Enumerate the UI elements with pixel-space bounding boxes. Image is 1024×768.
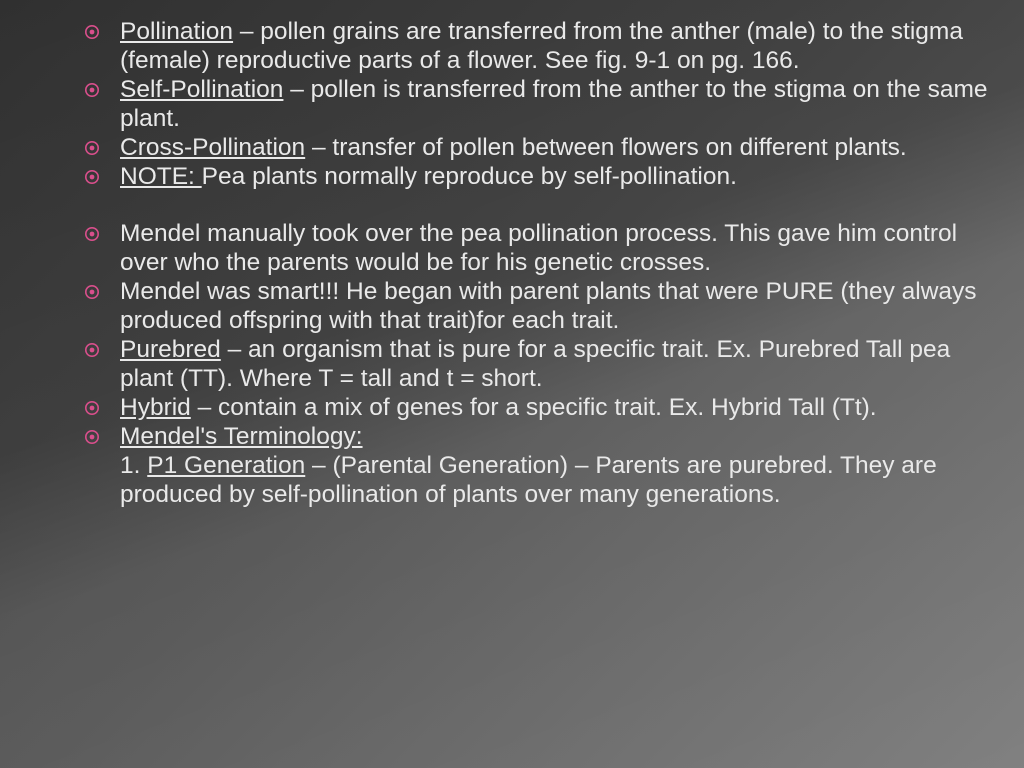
term: Self-Pollination xyxy=(120,76,283,103)
list-item xyxy=(48,191,994,220)
list-item: NOTE: Pea plants normally reproduce by s… xyxy=(48,163,994,192)
bullet-icon xyxy=(84,429,100,445)
list-item: Hybrid – contain a mix of genes for a sp… xyxy=(48,394,994,423)
list-item: Pollination – pollen grains are transfer… xyxy=(48,18,994,76)
definition-text: – an organism that is pure for a specifi… xyxy=(120,336,950,392)
bullet-icon xyxy=(84,400,100,416)
slide-content: Pollination – pollen grains are transfer… xyxy=(0,0,1024,530)
bullet-icon xyxy=(84,284,100,300)
bullet-icon xyxy=(84,226,100,242)
slide: Pollination – pollen grains are transfer… xyxy=(0,0,1024,768)
term: Hybrid xyxy=(120,394,191,421)
definition-text: Mendel manually took over the pea pollin… xyxy=(120,220,957,276)
definition-text: Mendel was smart!!! He began with parent… xyxy=(120,278,977,334)
term: NOTE: xyxy=(120,163,202,190)
list-item: Cross-Pollination – transfer of pollen b… xyxy=(48,134,994,163)
term: Purebred xyxy=(120,336,221,363)
bullet-icon xyxy=(84,169,100,185)
definition-text: Pea plants normally reproduce by self-po… xyxy=(202,163,737,190)
list-item: Mendel was smart!!! He began with parent… xyxy=(48,278,994,336)
list-item: Self-Pollination – pollen is transferred… xyxy=(48,76,994,134)
term: Pollination xyxy=(120,18,233,45)
sub-item-term: P1 Generation xyxy=(147,452,305,479)
bullet-icon xyxy=(84,342,100,358)
list-item: Mendel's Terminology: xyxy=(48,423,994,452)
list-item: Mendel manually took over the pea pollin… xyxy=(48,220,994,278)
definition-text: – pollen grains are transferred from the… xyxy=(120,18,963,74)
bullet-icon xyxy=(84,140,100,156)
bullet-icon xyxy=(84,82,100,98)
definition-text: – contain a mix of genes for a specific … xyxy=(191,394,877,421)
term: Cross-Pollination xyxy=(120,134,305,161)
term: Mendel's Terminology: xyxy=(120,423,363,450)
definition-text: – transfer of pollen between flowers on … xyxy=(305,134,907,161)
list-item: Purebred – an organism that is pure for … xyxy=(48,336,994,394)
sub-item: 1. P1 Generation – (Parental Generation)… xyxy=(48,452,994,510)
sub-item-num: 1. xyxy=(120,452,147,479)
bullet-icon xyxy=(84,24,100,40)
bullet-list: Pollination – pollen grains are transfer… xyxy=(48,18,994,452)
